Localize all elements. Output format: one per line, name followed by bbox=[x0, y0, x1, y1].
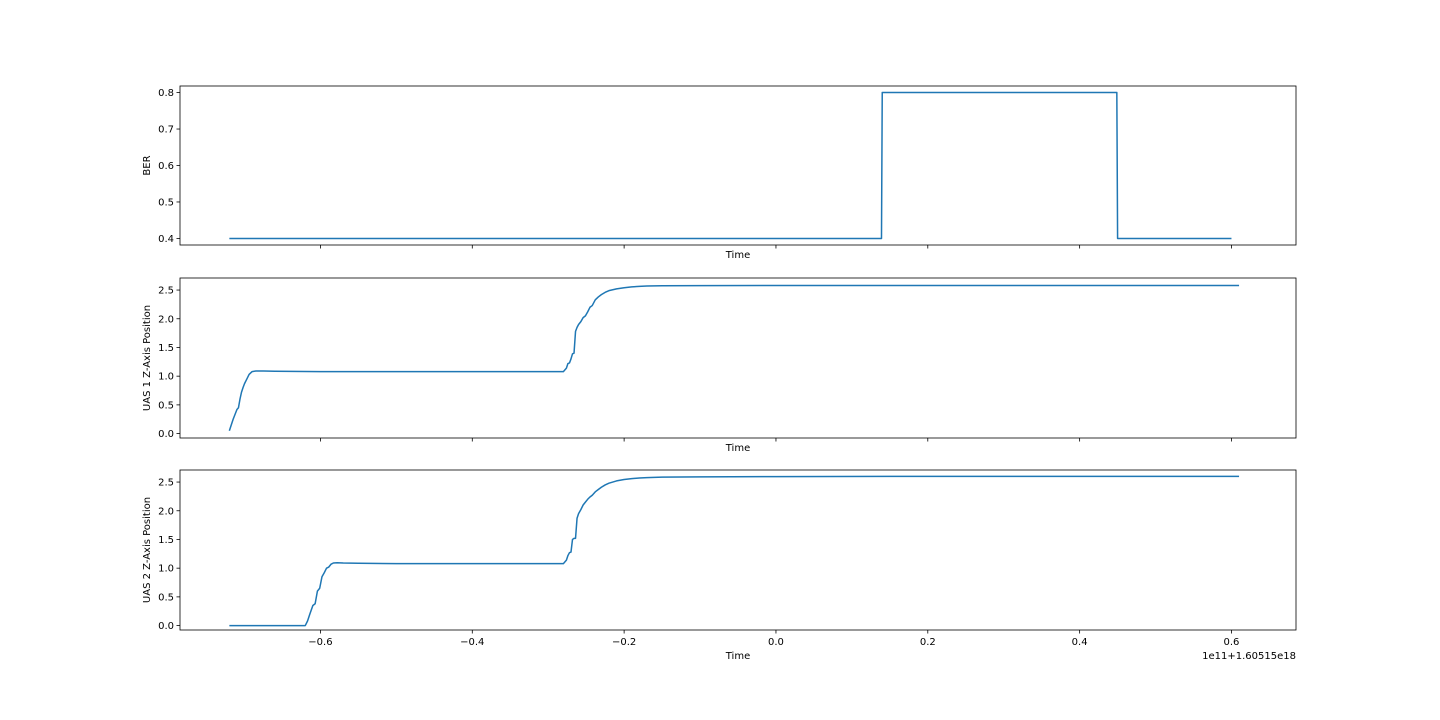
x-axis-label: Time bbox=[725, 443, 750, 454]
y-axis-label: UAS 2 Z-Axis Position bbox=[142, 497, 153, 603]
y-tick-label: 0.0 bbox=[158, 429, 174, 440]
y-tick-label: 0.0 bbox=[158, 621, 174, 632]
x-axis-label: Time bbox=[725, 250, 750, 261]
y-axis-label: BER bbox=[142, 155, 153, 175]
x-tick-label: 0.0 bbox=[768, 637, 784, 648]
y-tick-label: 0.4 bbox=[158, 234, 174, 245]
y-tick-label: 0.5 bbox=[158, 400, 174, 411]
x-tick-label: −0.6 bbox=[308, 637, 332, 648]
series-line bbox=[228, 284, 1240, 431]
x-tick-label: −0.2 bbox=[612, 637, 636, 648]
y-tick-label: 2.5 bbox=[158, 478, 174, 489]
subplot-uas1: 0.0 0.5 1.0 1.5 2.0 2.5 Time UAS 1 Z-Axis Posit… bbox=[142, 277, 1297, 454]
y-tick-label: 1.0 bbox=[158, 372, 174, 383]
axes-frame bbox=[179, 469, 1297, 631]
plot-area bbox=[180, 470, 1296, 630]
y-tick-label: 2.0 bbox=[158, 314, 174, 325]
x-tick-label: 0.6 bbox=[1224, 637, 1240, 648]
x-tick-label: 0.4 bbox=[1072, 637, 1088, 648]
y-axis-label: UAS 1 Z-Axis Position bbox=[142, 305, 153, 411]
y-tick-label: 0.5 bbox=[158, 592, 174, 603]
y-tick-label: 0.5 bbox=[158, 197, 174, 208]
series-line bbox=[229, 475, 1240, 627]
y-tick-label: 0.8 bbox=[158, 88, 174, 99]
y-tick-label: 2.0 bbox=[158, 506, 174, 517]
x-tick-label: −0.4 bbox=[460, 637, 484, 648]
plot-area bbox=[180, 86, 1296, 245]
x-axis-label: Time bbox=[725, 651, 750, 662]
y-tick-label: 2.5 bbox=[158, 286, 174, 297]
y-tick-label: 0.7 bbox=[158, 125, 174, 136]
y-tick-label: 1.5 bbox=[158, 535, 174, 546]
x-offset-label: 1e11+1.60515e18 bbox=[1202, 651, 1296, 662]
series-line bbox=[229, 91, 1232, 240]
y-tick-label: 1.5 bbox=[158, 343, 174, 354]
y-tick-label: 0.6 bbox=[158, 161, 174, 172]
axes-frame bbox=[179, 277, 1297, 439]
plot-area bbox=[180, 278, 1296, 438]
subplot-ber: 0.4 0.5 0.6 0.7 0.8 Time BER bbox=[142, 85, 1297, 261]
y-tick-label: 1.0 bbox=[158, 564, 174, 575]
x-tick-label: 0.2 bbox=[920, 637, 936, 648]
subplot-uas2: 0.0 0.5 1.0 1.5 2.0 2.5 −0.6 −0.4 −0.2 0.0 0.2 0.4 0… bbox=[142, 469, 1297, 662]
